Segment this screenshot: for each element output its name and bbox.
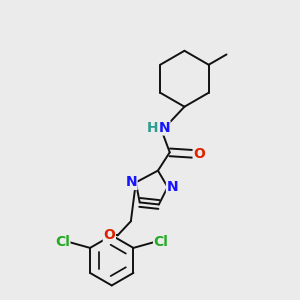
Text: O: O [103,228,115,242]
Text: Cl: Cl [154,235,169,249]
Text: N: N [158,121,170,135]
Text: N: N [125,176,137,189]
Text: H: H [147,121,159,135]
Text: N: N [167,180,178,194]
Text: Cl: Cl [55,235,70,249]
Text: O: O [193,147,205,161]
